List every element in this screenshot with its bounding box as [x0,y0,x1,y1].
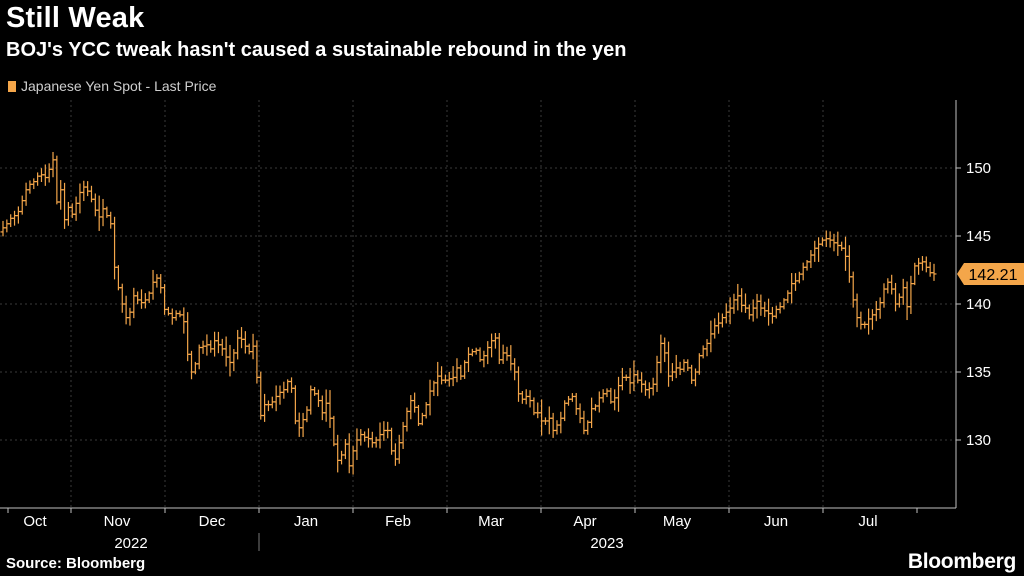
last-price-label: 142.21 [969,267,1018,284]
x-tick-label: Oct [23,513,47,530]
bloomberg-logo: Bloomberg [907,550,1016,573]
y-tick-label: 150 [966,160,991,177]
source-note: Source: Bloomberg [6,555,146,572]
x-tick-label: Dec [199,513,226,530]
x-tick-label: Jul [858,513,877,530]
y-tick-label: 135 [966,364,991,381]
x-tick-label: Feb [385,513,411,530]
x-tick-label: Jun [764,513,788,530]
year-label: 2022 [114,535,147,552]
chart-subtitle: BOJ's YCC tweak hasn't caused a sustaina… [6,39,627,61]
x-tick-label: Apr [573,513,596,530]
chart-title: Still Weak [6,2,145,34]
x-tick-label: Nov [104,513,131,530]
y-tick-label: 145 [966,228,991,245]
x-tick-label: May [663,513,692,530]
x-tick-label: Jan [294,513,318,530]
last-price-tag [957,262,1024,285]
y-tick-label: 130 [966,432,991,449]
legend-label: Japanese Yen Spot - Last Price [21,78,217,94]
chart-legend: Japanese Yen Spot - Last Price [8,78,216,94]
x-tick-label: Mar [478,513,504,530]
legend-swatch [8,80,16,92]
year-label: 2023 [590,535,623,552]
y-tick-label: 140 [966,296,991,313]
